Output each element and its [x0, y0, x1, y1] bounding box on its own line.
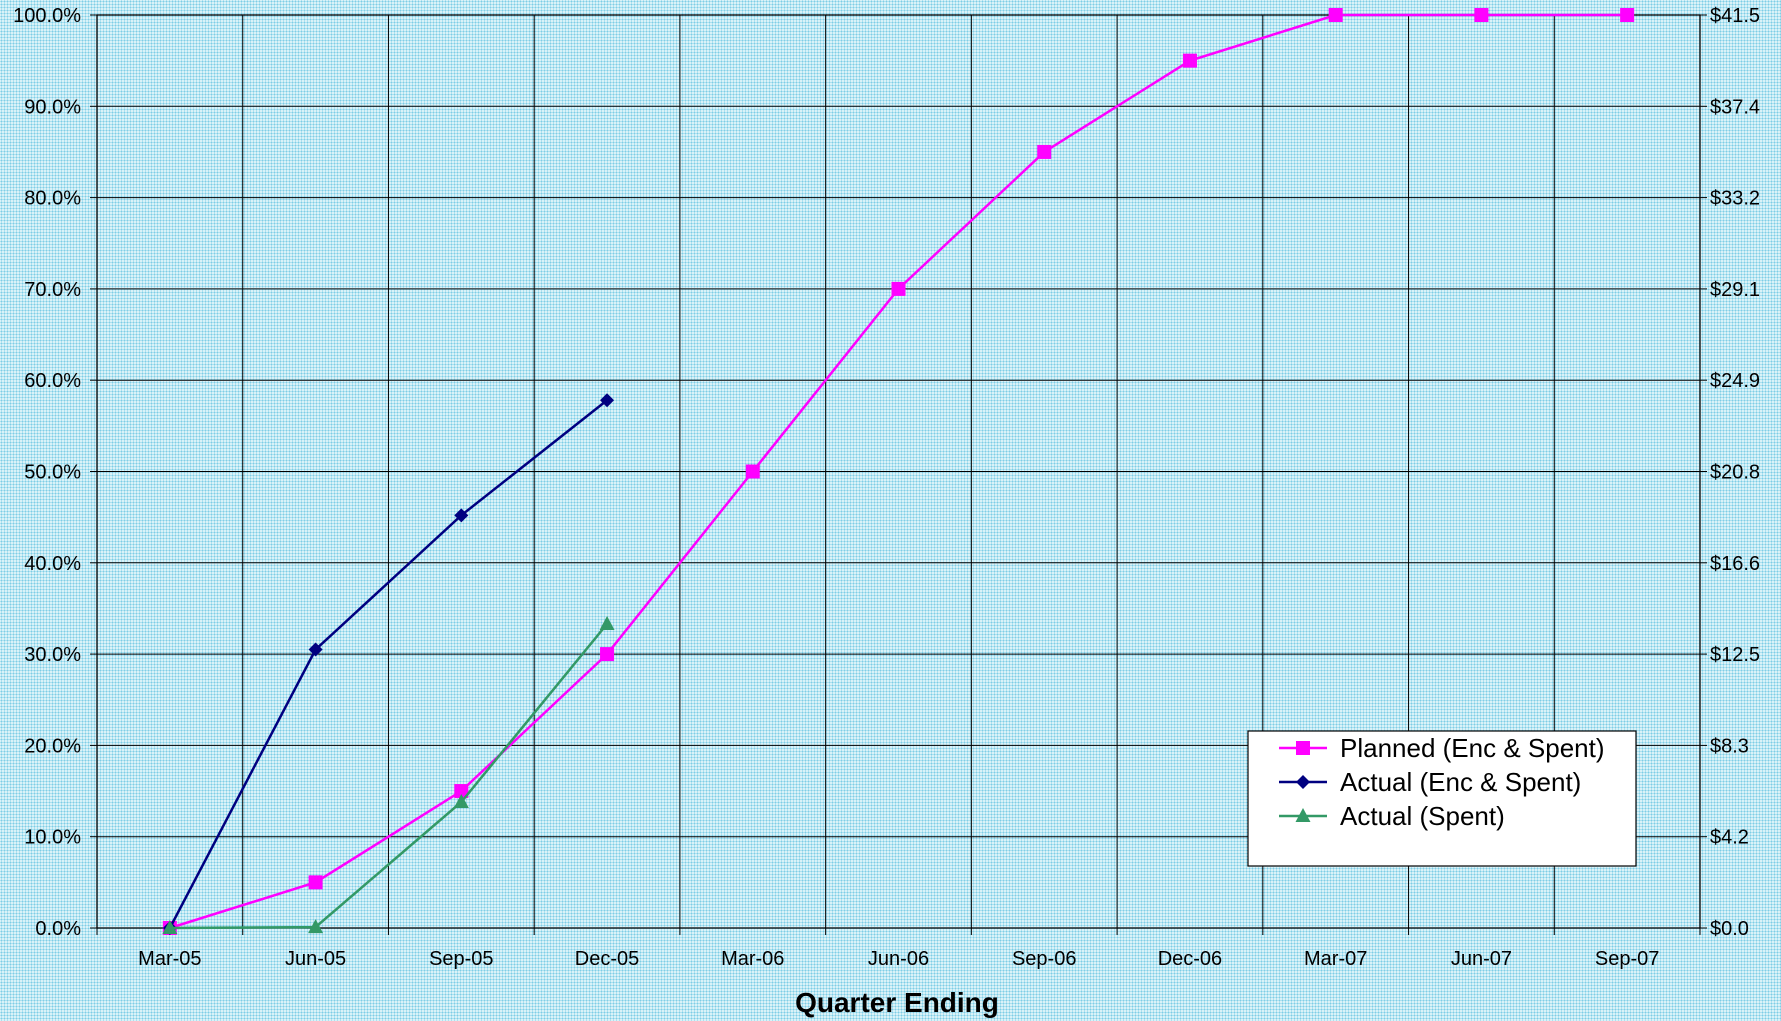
- data-point: [454, 784, 469, 799]
- y2-tick-label: $8.3: [1710, 735, 1749, 757]
- data-point: [891, 281, 906, 296]
- series-group: [162, 615, 615, 934]
- y-tick-label: 10.0%: [24, 827, 81, 849]
- data-point: [308, 875, 323, 890]
- x-tick-label: Jun-06: [868, 948, 929, 970]
- y2-tick-label: $41.5: [1710, 5, 1760, 27]
- data-point: [1037, 144, 1052, 159]
- x-tick-label: Dec-06: [1158, 948, 1222, 970]
- data-point: [1474, 8, 1489, 22]
- legend-marker: [1295, 808, 1311, 822]
- y2-tick-label: $29.1: [1710, 279, 1760, 301]
- y2-tick-label: $33.2: [1710, 188, 1760, 210]
- data-point: [1620, 8, 1635, 22]
- data-point: [454, 508, 469, 523]
- data-point: [162, 920, 178, 934]
- legend-box: [1247, 730, 1637, 867]
- x-tick-label: Sep-07: [1595, 948, 1660, 970]
- data-point: [600, 393, 615, 408]
- data-point: [1182, 53, 1197, 68]
- y-tick-label: 40.0%: [24, 553, 81, 575]
- legend-label: Actual (Spent): [1340, 801, 1505, 831]
- series: [162, 8, 1635, 935]
- series-line: [169, 623, 609, 930]
- x-tick-label: Jun-05: [285, 948, 346, 970]
- y-tick-label: 80.0%: [24, 188, 81, 210]
- y-tick-label: 70.0%: [24, 279, 81, 301]
- x-axis-title: Quarter Ending: [795, 987, 999, 1018]
- x-axis-ticks: Mar-05 Jun-05 Sep-05 Dec-05 Mar-06 Jun-06 Sep-…: [138, 948, 1659, 970]
- legend-marker: [1296, 741, 1310, 755]
- y-tick-label: 20.0%: [24, 735, 81, 757]
- data-point: [308, 642, 323, 657]
- y2-tick-label: $24.9: [1710, 370, 1760, 392]
- series-line: [168, 399, 608, 929]
- plot-area-border: [96, 14, 1701, 929]
- y-tick-label: 0.0%: [35, 918, 81, 940]
- y2-tick-label: $0.0: [1710, 918, 1749, 940]
- x-tick-label: Dec-05: [575, 948, 639, 970]
- y2-tick-label: $12.5: [1710, 644, 1760, 666]
- y2-axis-ticks: $0.0 $4.2 $8.3 $12.5 $16.6 $20.8 $24.9 $29.1 $33…: [1710, 5, 1760, 940]
- data-point: [599, 615, 615, 630]
- x-tick-label: Jun-07: [1451, 948, 1512, 970]
- axes: [90, 14, 1707, 935]
- legend-label: Actual (Enc & Spent): [1340, 767, 1581, 797]
- x-tick-label: Sep-06: [1012, 948, 1077, 970]
- data-point: [1328, 8, 1343, 22]
- y2-tick-label: $20.8: [1710, 462, 1760, 484]
- legend-label: Planned (Enc & Spent): [1340, 733, 1605, 763]
- legend: Planned (Enc & Spent) Actual (Enc & Spent…: [1247, 730, 1637, 867]
- y2-tick-label: $16.6: [1710, 553, 1760, 575]
- series-group: [162, 393, 615, 935]
- y-tick-label: 60.0%: [24, 370, 81, 392]
- legend-marker: [1296, 775, 1310, 789]
- data-point: [600, 647, 615, 662]
- y-tick-label: 90.0%: [24, 96, 81, 118]
- x-tick-label: Mar-05: [138, 948, 201, 970]
- y-tick-label: 30.0%: [24, 644, 81, 666]
- x-tick-label: Sep-05: [429, 948, 494, 970]
- data-point: [308, 919, 324, 934]
- x-tick-label: Mar-06: [721, 948, 784, 970]
- y2-tick-label: $4.2: [1710, 827, 1749, 849]
- data-point: [453, 794, 469, 809]
- y-axis-ticks: 0.0% 10.0% 20.0% 30.0% 40.0% 50.0% 60.0% 70.0% 8…: [13, 5, 81, 940]
- y-tick-label: 50.0%: [24, 462, 81, 484]
- x-tick-label: Mar-07: [1304, 948, 1367, 970]
- y2-tick-label: $37.4: [1710, 96, 1760, 118]
- y-tick-label: 100.0%: [13, 5, 81, 27]
- data-point: [745, 464, 760, 479]
